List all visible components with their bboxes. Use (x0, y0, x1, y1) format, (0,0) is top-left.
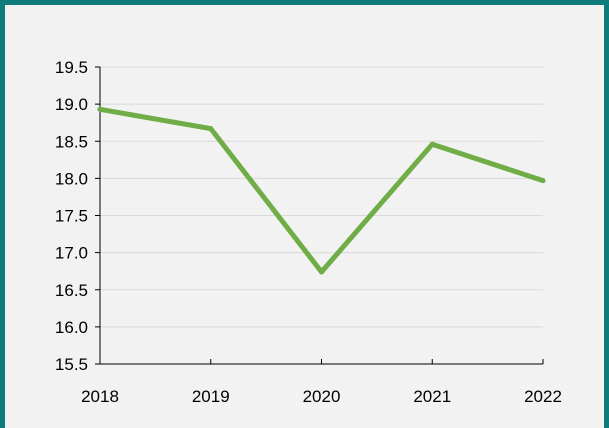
series-line-0 (97, 106, 546, 275)
y-tick-label-5: 18.0 (55, 169, 88, 188)
x-tick-label-2: 2020 (303, 387, 341, 406)
x-tick-label-0: 2018 (81, 387, 119, 406)
data-point-0-4 (540, 178, 546, 184)
chart-panel: 15.5 16.0 16.5 17.0 17.5 18.0 18.5 19.0 19.5 201… (5, 5, 604, 428)
x-axis: 2018 2019 2020 2021 2022 (81, 359, 562, 406)
data-point-0-1 (208, 126, 214, 132)
data-point-0-2 (319, 269, 324, 275)
x-tick-label-3: 2021 (413, 387, 451, 406)
line-chart: 15.5 16.0 16.5 17.0 17.5 18.0 18.5 19.0 19.5 201… (55, 58, 562, 406)
series-group (97, 106, 546, 275)
x-tick-label-4: 2022 (524, 387, 562, 406)
y-axis: 15.5 16.0 16.5 17.0 17.5 18.0 18.5 19.0 19.5 (55, 58, 100, 374)
x-tick-label-1: 2019 (192, 387, 230, 406)
y-tick-label-3: 17.0 (55, 244, 88, 263)
y-tick-label-6: 18.5 (55, 132, 88, 151)
y-tick-label-4: 17.5 (55, 207, 88, 226)
data-point-0-0 (97, 106, 103, 112)
gridlines (100, 66, 543, 328)
y-tick-label-7: 19.0 (55, 95, 88, 114)
y-tick-label-8: 19.5 (55, 58, 88, 77)
data-point-0-3 (429, 141, 435, 147)
y-tick-label-2: 16.5 (55, 281, 88, 300)
y-tick-label-0: 15.5 (55, 355, 88, 374)
y-tick-label-1: 16.0 (55, 318, 88, 337)
